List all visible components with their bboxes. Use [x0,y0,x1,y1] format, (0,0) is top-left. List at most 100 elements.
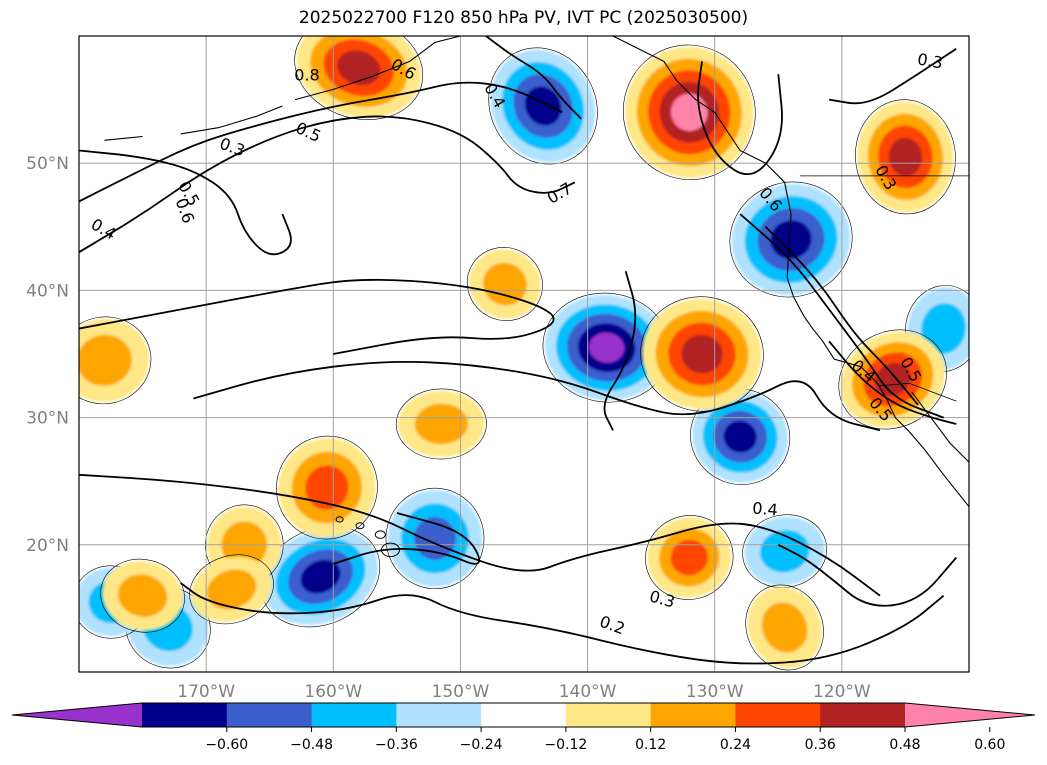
pc-level-fill [300,559,341,594]
pv-contour [828,47,957,105]
pc-region [102,561,183,631]
pv-contour [739,213,944,419]
pc-region [263,528,378,625]
colorbar-bin [311,703,397,727]
pv-contour [180,582,945,665]
pc-region [398,390,485,458]
pv-contour [333,512,481,565]
hawaii-island [374,530,386,539]
longitude-tick-label: 130°W [686,682,744,702]
pc-region [642,298,762,410]
pc-level-fill [79,334,132,386]
pv-contour [777,543,957,607]
pv-contour-label: 0.4 [752,498,779,519]
pc-outline [276,435,378,540]
pc-level-fill [670,539,708,576]
pv-contour [697,61,783,176]
longitude-tick-label: 160°W [304,682,362,702]
pv-contour [79,278,555,355]
colorbar-bin [565,703,652,727]
pc-level-fill [723,420,757,453]
pc-region [490,49,596,163]
pv-contour [79,149,292,256]
pv-contour [79,115,576,253]
coastline [294,36,461,101]
pc-level-fill [305,465,349,510]
colorbar-tick-label: −0.24 [460,737,503,753]
colorbar-bin [142,703,228,727]
latitude-tick-labels: 50°N 40°N 30°N 20°N [26,154,69,556]
pv-contour [79,473,881,597]
pc-region [731,183,851,296]
pv-contour [193,360,881,432]
pc-outline [690,388,791,485]
pc-level-fill [414,403,468,445]
pc-outline [622,44,756,180]
colorbar-tick-label: 0.24 [720,737,751,753]
pc-level-fill [206,569,257,610]
pc-region [79,318,149,402]
latitude-tick-label: 30°N [26,409,69,429]
pc-region [296,36,421,118]
colorbar-outline [11,702,1036,728]
longitude-tick-label: 140°W [559,682,617,702]
colorbar-extend-high [905,703,1035,727]
longitude-tick-labels: 170°W 160°W 150°W 140°W 130°W 120°W [177,682,871,702]
pc-outline [100,558,185,633]
pc-level-fill [761,602,808,653]
pc-outline [855,99,956,215]
colorbar-bin [396,703,482,727]
pc-region [387,490,483,587]
hawaii-island [335,516,344,523]
hawaii-island [355,522,365,530]
pc-level-fill [681,334,723,374]
latitude-tick-label: 20°N [26,536,69,556]
pc-outline [838,329,947,430]
pv-contour-lines [79,36,957,665]
longitude-tick-label: 120°W [813,682,871,702]
pv-contour [764,226,919,406]
pc-outline [395,388,487,460]
colorbar-tick-label: −0.48 [290,737,333,753]
pv-contour [828,340,957,425]
colorbar-extend-low [12,703,142,727]
pc-outline [645,515,734,600]
colorbar-bin [820,703,906,727]
coastline [104,135,143,141]
colorbar-tick-label: 0.12 [635,737,666,753]
latitude-tick-label: 40°N [26,281,69,301]
colorbar-bin [650,703,736,727]
pc-level-fill [888,137,923,177]
colorbar-bin [735,703,821,727]
pc-outline [466,247,543,321]
pc-region [625,46,754,178]
lat-lon-grid [79,36,969,672]
colorbar-tick-label: 0.48 [889,737,920,753]
pc-outline [729,181,853,298]
coastline [180,105,283,135]
colorbar-tick-label: 0.36 [805,737,836,753]
political-border [878,382,957,402]
pc-outline [488,47,598,165]
latitude-tick-label: 50°N [26,154,69,174]
pc-outline [79,316,152,405]
pc-region [647,517,732,598]
colorbar-tick-label: −0.12 [544,737,587,753]
colorbar-tick-labels: −0.60 −0.48 −0.36 −0.24 −0.12 0.12 0.24 0.36 0.4… [205,727,1005,753]
coastline [911,391,969,463]
pc-level-fill [482,262,527,306]
pc-level-fill [337,50,381,86]
pc-region [544,295,669,401]
pc-region [191,556,272,622]
pc-outline [640,296,764,412]
map-frame [78,35,970,673]
pc-level-fill [874,362,911,397]
colorbar-tick-label: −0.60 [205,737,248,753]
pv-contour [485,36,582,120]
colorbar-bin [226,703,313,727]
pc-outline [385,487,485,590]
longitude-tick-label: 150°W [432,682,490,702]
colorbar-tick-label: 0.60 [974,737,1005,753]
pc-region [278,438,376,538]
